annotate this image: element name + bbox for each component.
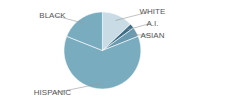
svg-text:BLACK: BLACK [39, 11, 66, 20]
svg-text:HISPANIC: HISPANIC [34, 88, 71, 97]
svg-text:A.I.: A.I. [146, 19, 158, 28]
svg-text:WHITE: WHITE [140, 7, 166, 16]
svg-text:ASIAN: ASIAN [140, 31, 164, 40]
